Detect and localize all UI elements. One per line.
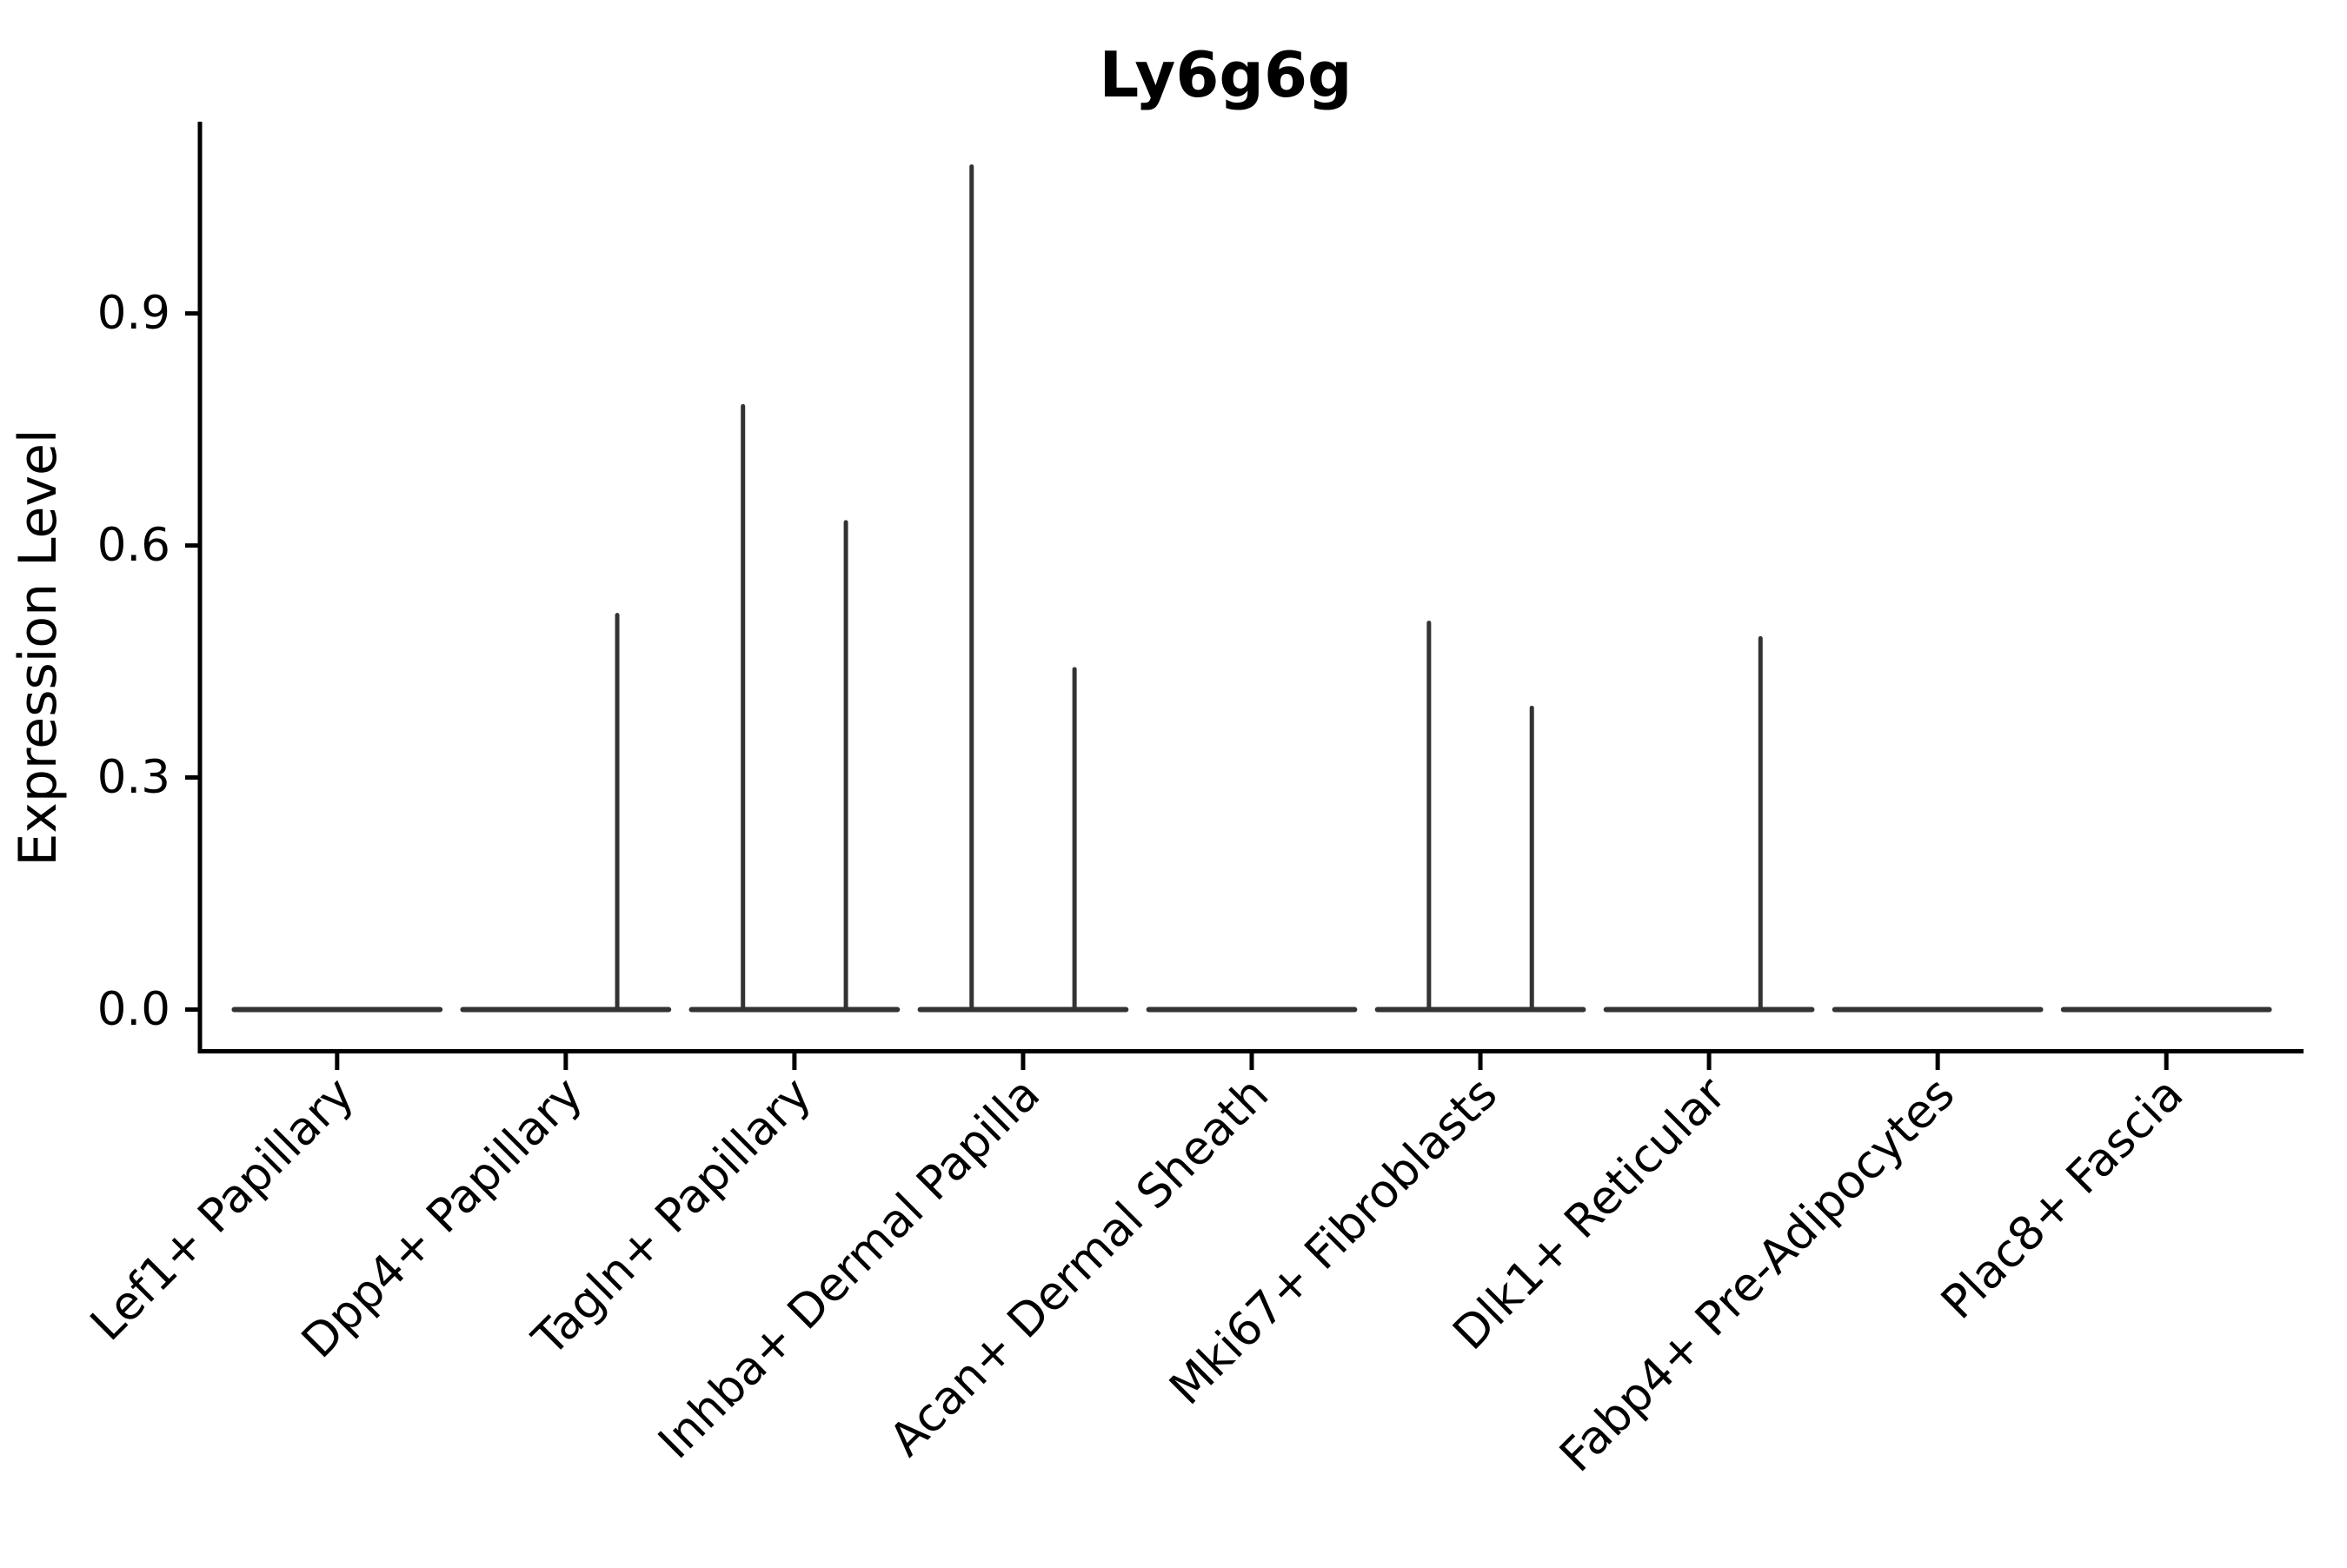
y-tick-label: 0.9 bbox=[97, 287, 170, 340]
y-tick-label: 0.0 bbox=[97, 983, 170, 1036]
y-tick-label: 0.6 bbox=[97, 519, 170, 572]
chart-title: Ly6g6g bbox=[1099, 38, 1352, 111]
y-tick-label: 0.3 bbox=[97, 751, 170, 804]
x-tick-label: Inhba+ Dermal Papilla bbox=[648, 1067, 1050, 1469]
x-tick-label: Plac8+ Fascia bbox=[1931, 1067, 2193, 1329]
x-tick-label: Acan+ Dermal Sheath bbox=[880, 1067, 1279, 1466]
y-axis-title: Expression Level bbox=[8, 429, 69, 866]
x-tick-label: Fabp4+ Pre-Adipocytes bbox=[1550, 1067, 1965, 1482]
